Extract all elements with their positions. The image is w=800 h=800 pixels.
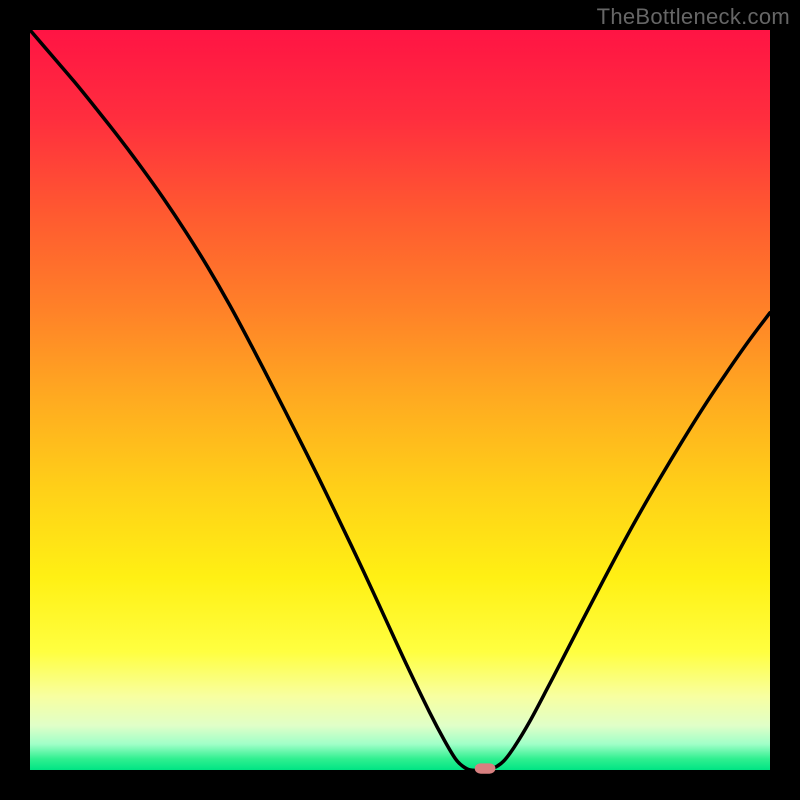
optimum-marker xyxy=(475,763,496,773)
plot-area xyxy=(30,30,770,770)
watermark-text: TheBottleneck.com xyxy=(597,4,790,30)
chart-root: TheBottleneck.com xyxy=(0,0,800,800)
bottleneck-chart xyxy=(0,0,800,800)
